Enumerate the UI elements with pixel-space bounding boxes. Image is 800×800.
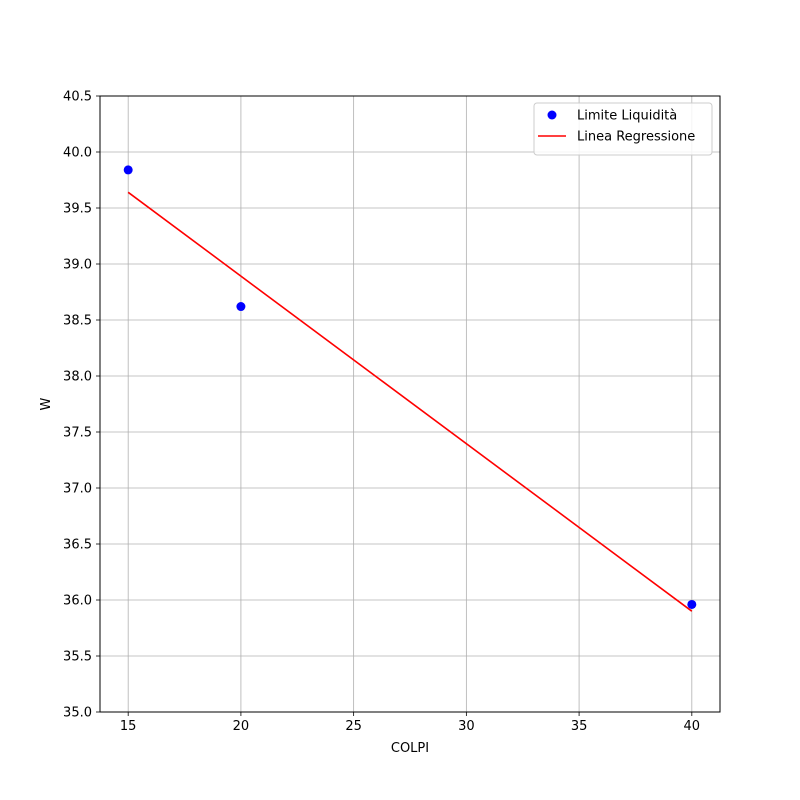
y-tick-label: 40.0 xyxy=(63,146,92,161)
axes-frame xyxy=(99,95,721,713)
y-tick-label: 35.0 xyxy=(63,706,92,721)
x-tick-label: 20 xyxy=(233,719,250,734)
x-tick-label: 25 xyxy=(345,719,362,734)
x-tick-label: 15 xyxy=(120,719,137,734)
x-tick-label: 30 xyxy=(458,719,475,734)
data-point xyxy=(687,599,697,609)
legend-marker-points xyxy=(547,110,557,120)
y-tick-label: 39.5 xyxy=(63,202,92,217)
y-tick-label: 37.0 xyxy=(63,482,92,497)
regression-line xyxy=(127,191,693,612)
y-tick-label: 36.5 xyxy=(63,538,92,553)
legend: Limite Liquidità Linea Regressione xyxy=(533,102,713,156)
x-tick-label: 35 xyxy=(571,719,588,734)
y-tick-label: 38.0 xyxy=(63,370,92,385)
axis-ticks: 15 20 25 30 35 40 35.0 35.5 36.0 36.5 37.0 37.5 38.0… xyxy=(63,90,700,735)
y-tick-label: 37.5 xyxy=(63,426,92,441)
y-tick-label: 36.0 xyxy=(63,594,92,609)
x-tick-label: 40 xyxy=(684,719,701,734)
x-axis-label: COLPI xyxy=(391,741,429,756)
data-point xyxy=(236,302,246,312)
y-tick-label: 38.5 xyxy=(63,314,92,329)
legend-label: Linea Regressione xyxy=(577,130,695,145)
legend-box xyxy=(533,102,713,156)
data-point xyxy=(123,165,133,175)
legend-label: Limite Liquidità xyxy=(577,109,677,124)
y-tick-label: 40.5 xyxy=(63,90,92,105)
grid xyxy=(100,95,720,713)
y-axis-label: W xyxy=(39,397,54,410)
plot-series xyxy=(123,165,697,612)
y-tick-label: 39.0 xyxy=(63,258,92,273)
y-tick-label: 35.5 xyxy=(63,650,92,665)
